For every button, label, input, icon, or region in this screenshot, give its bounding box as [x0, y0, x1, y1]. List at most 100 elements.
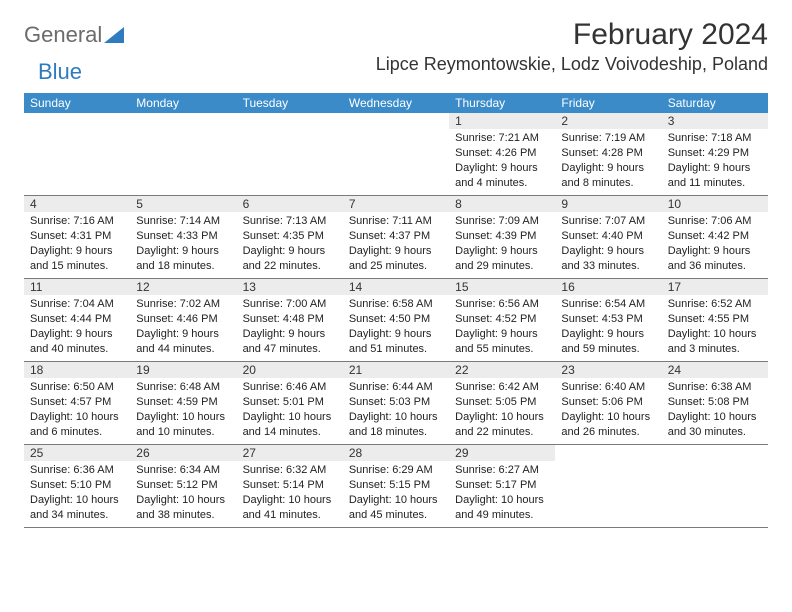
day-cell: 24Sunrise: 6:38 AMSunset: 5:08 PMDayligh…: [662, 362, 768, 444]
sunrise-line: Sunrise: 6:32 AM: [243, 463, 337, 478]
day-number-row: [343, 113, 449, 129]
daylight-line: Daylight: 9 hours and 8 minutes.: [561, 161, 655, 191]
day-number-row: 27: [237, 445, 343, 461]
sunrise-line: Sunrise: 7:06 AM: [668, 214, 762, 229]
day-body: Sunrise: 6:32 AMSunset: 5:14 PMDaylight:…: [237, 461, 343, 526]
day-cell: 22Sunrise: 6:42 AMSunset: 5:05 PMDayligh…: [449, 362, 555, 444]
day-number: 7: [343, 197, 356, 211]
day-cell: 7Sunrise: 7:11 AMSunset: 4:37 PMDaylight…: [343, 196, 449, 278]
week-row: 18Sunrise: 6:50 AMSunset: 4:57 PMDayligh…: [24, 362, 768, 445]
daylight-line: Daylight: 10 hours and 3 minutes.: [668, 327, 762, 357]
day-cell: [343, 113, 449, 195]
day-body: Sunrise: 6:56 AMSunset: 4:52 PMDaylight:…: [449, 295, 555, 360]
day-cell: 15Sunrise: 6:56 AMSunset: 4:52 PMDayligh…: [449, 279, 555, 361]
sunrise-line: Sunrise: 6:40 AM: [561, 380, 655, 395]
day-number-row: 10: [662, 196, 768, 212]
day-cell: 25Sunrise: 6:36 AMSunset: 5:10 PMDayligh…: [24, 445, 130, 527]
day-number-row: 13: [237, 279, 343, 295]
sunrise-line: Sunrise: 6:58 AM: [349, 297, 443, 312]
daylight-line: Daylight: 10 hours and 22 minutes.: [455, 410, 549, 440]
sunset-line: Sunset: 4:31 PM: [30, 229, 124, 244]
day-body: Sunrise: 7:16 AMSunset: 4:31 PMDaylight:…: [24, 212, 130, 277]
sunrise-line: Sunrise: 6:50 AM: [30, 380, 124, 395]
daylight-line: Daylight: 9 hours and 59 minutes.: [561, 327, 655, 357]
sunrise-line: Sunrise: 7:18 AM: [668, 131, 762, 146]
sunrise-line: Sunrise: 6:48 AM: [136, 380, 230, 395]
sunset-line: Sunset: 5:08 PM: [668, 395, 762, 410]
day-cell: 20Sunrise: 6:46 AMSunset: 5:01 PMDayligh…: [237, 362, 343, 444]
sunset-line: Sunset: 4:55 PM: [668, 312, 762, 327]
day-cell: 10Sunrise: 7:06 AMSunset: 4:42 PMDayligh…: [662, 196, 768, 278]
day-cell: 1Sunrise: 7:21 AMSunset: 4:26 PMDaylight…: [449, 113, 555, 195]
day-cell: 29Sunrise: 6:27 AMSunset: 5:17 PMDayligh…: [449, 445, 555, 527]
day-number-row: 23: [555, 362, 661, 378]
calendar: SundayMondayTuesdayWednesdayThursdayFrid…: [24, 93, 768, 528]
day-body: Sunrise: 6:34 AMSunset: 5:12 PMDaylight:…: [130, 461, 236, 526]
sunset-line: Sunset: 4:35 PM: [243, 229, 337, 244]
sunset-line: Sunset: 5:15 PM: [349, 478, 443, 493]
day-cell: 17Sunrise: 6:52 AMSunset: 4:55 PMDayligh…: [662, 279, 768, 361]
weekday-label: Sunday: [24, 93, 130, 113]
day-cell: 28Sunrise: 6:29 AMSunset: 5:15 PMDayligh…: [343, 445, 449, 527]
sunrise-line: Sunrise: 6:34 AM: [136, 463, 230, 478]
day-number-row: 2: [555, 113, 661, 129]
day-body: Sunrise: 6:38 AMSunset: 5:08 PMDaylight:…: [662, 378, 768, 443]
day-number-row: [662, 445, 768, 461]
day-body: [343, 129, 449, 135]
daylight-line: Daylight: 9 hours and 33 minutes.: [561, 244, 655, 274]
day-cell: 9Sunrise: 7:07 AMSunset: 4:40 PMDaylight…: [555, 196, 661, 278]
day-number: 12: [130, 280, 149, 294]
day-number-row: 9: [555, 196, 661, 212]
sunset-line: Sunset: 4:46 PM: [136, 312, 230, 327]
day-body: [237, 129, 343, 135]
sunrise-line: Sunrise: 7:02 AM: [136, 297, 230, 312]
sunset-line: Sunset: 4:53 PM: [561, 312, 655, 327]
day-body: Sunrise: 6:50 AMSunset: 4:57 PMDaylight:…: [24, 378, 130, 443]
day-body: [24, 129, 130, 135]
sunrise-line: Sunrise: 6:38 AM: [668, 380, 762, 395]
day-number-row: 8: [449, 196, 555, 212]
day-number: 22: [449, 363, 468, 377]
day-number: 29: [449, 446, 468, 460]
sunset-line: Sunset: 4:50 PM: [349, 312, 443, 327]
day-number: 25: [24, 446, 43, 460]
weekday-label: Thursday: [449, 93, 555, 113]
day-cell: 6Sunrise: 7:13 AMSunset: 4:35 PMDaylight…: [237, 196, 343, 278]
daylight-line: Daylight: 9 hours and 29 minutes.: [455, 244, 549, 274]
weekday-label: Wednesday: [343, 93, 449, 113]
brand-triangle-icon: [104, 27, 124, 43]
day-number: 11: [24, 280, 42, 294]
brand-logo: General: [24, 18, 124, 46]
day-body: Sunrise: 6:48 AMSunset: 4:59 PMDaylight:…: [130, 378, 236, 443]
day-body: Sunrise: 7:11 AMSunset: 4:37 PMDaylight:…: [343, 212, 449, 277]
sunset-line: Sunset: 4:44 PM: [30, 312, 124, 327]
week-row: 25Sunrise: 6:36 AMSunset: 5:10 PMDayligh…: [24, 445, 768, 528]
sunset-line: Sunset: 5:12 PM: [136, 478, 230, 493]
day-cell: 5Sunrise: 7:14 AMSunset: 4:33 PMDaylight…: [130, 196, 236, 278]
day-number-row: 7: [343, 196, 449, 212]
day-number-row: 1: [449, 113, 555, 129]
daylight-line: Daylight: 9 hours and 18 minutes.: [136, 244, 230, 274]
day-number: 9: [555, 197, 568, 211]
month-title: February 2024: [376, 18, 768, 52]
daylight-line: Daylight: 10 hours and 38 minutes.: [136, 493, 230, 523]
sunrise-line: Sunrise: 7:21 AM: [455, 131, 549, 146]
day-body: [130, 129, 236, 135]
day-number-row: [130, 113, 236, 129]
day-cell: [662, 445, 768, 527]
day-number: 13: [237, 280, 256, 294]
daylight-line: Daylight: 10 hours and 30 minutes.: [668, 410, 762, 440]
day-number-row: 19: [130, 362, 236, 378]
day-cell: 4Sunrise: 7:16 AMSunset: 4:31 PMDaylight…: [24, 196, 130, 278]
day-body: Sunrise: 7:04 AMSunset: 4:44 PMDaylight:…: [24, 295, 130, 360]
sunset-line: Sunset: 4:33 PM: [136, 229, 230, 244]
weekday-label: Saturday: [662, 93, 768, 113]
day-number: 21: [343, 363, 362, 377]
daylight-line: Daylight: 9 hours and 25 minutes.: [349, 244, 443, 274]
sunrise-line: Sunrise: 7:00 AM: [243, 297, 337, 312]
day-body: Sunrise: 6:54 AMSunset: 4:53 PMDaylight:…: [555, 295, 661, 360]
day-number-row: 11: [24, 279, 130, 295]
day-body: Sunrise: 7:14 AMSunset: 4:33 PMDaylight:…: [130, 212, 236, 277]
sunset-line: Sunset: 5:06 PM: [561, 395, 655, 410]
day-body: Sunrise: 7:06 AMSunset: 4:42 PMDaylight:…: [662, 212, 768, 277]
